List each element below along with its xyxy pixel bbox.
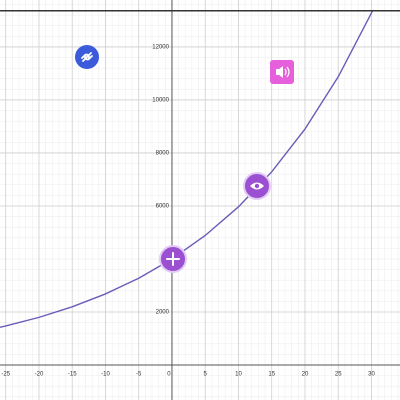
- audio-button[interactable]: [270, 60, 294, 84]
- x-tick-label: 25: [335, 372, 342, 378]
- x-tick-label: 15: [268, 372, 275, 378]
- x-tick-label: -5: [136, 372, 142, 378]
- x-tick-label: 20: [302, 372, 309, 378]
- x-tick-label: 30: [368, 372, 375, 378]
- x-tick-label: 5: [204, 372, 208, 378]
- y-tick-label: 8000: [156, 151, 170, 157]
- y-tick-label: 2000: [156, 310, 170, 316]
- visibility-button[interactable]: [243, 172, 271, 200]
- x-tick-label: -20: [35, 372, 44, 378]
- add-button[interactable]: [159, 245, 187, 273]
- y-tick-label: 10000: [152, 98, 169, 104]
- x-tick-label: 0: [167, 372, 171, 378]
- x-tick-label: -15: [68, 372, 77, 378]
- x-tick-label: -10: [101, 372, 110, 378]
- y-tick-label: 6000: [156, 204, 170, 210]
- y-tick-label: 12000: [152, 44, 169, 50]
- link-button[interactable]: [75, 45, 99, 69]
- curve: [0, 11, 374, 329]
- x-tick-label: 10: [235, 372, 242, 378]
- plot: [0, 11, 374, 329]
- x-tick-label: -25: [1, 372, 10, 378]
- top-border: [0, 10, 400, 12]
